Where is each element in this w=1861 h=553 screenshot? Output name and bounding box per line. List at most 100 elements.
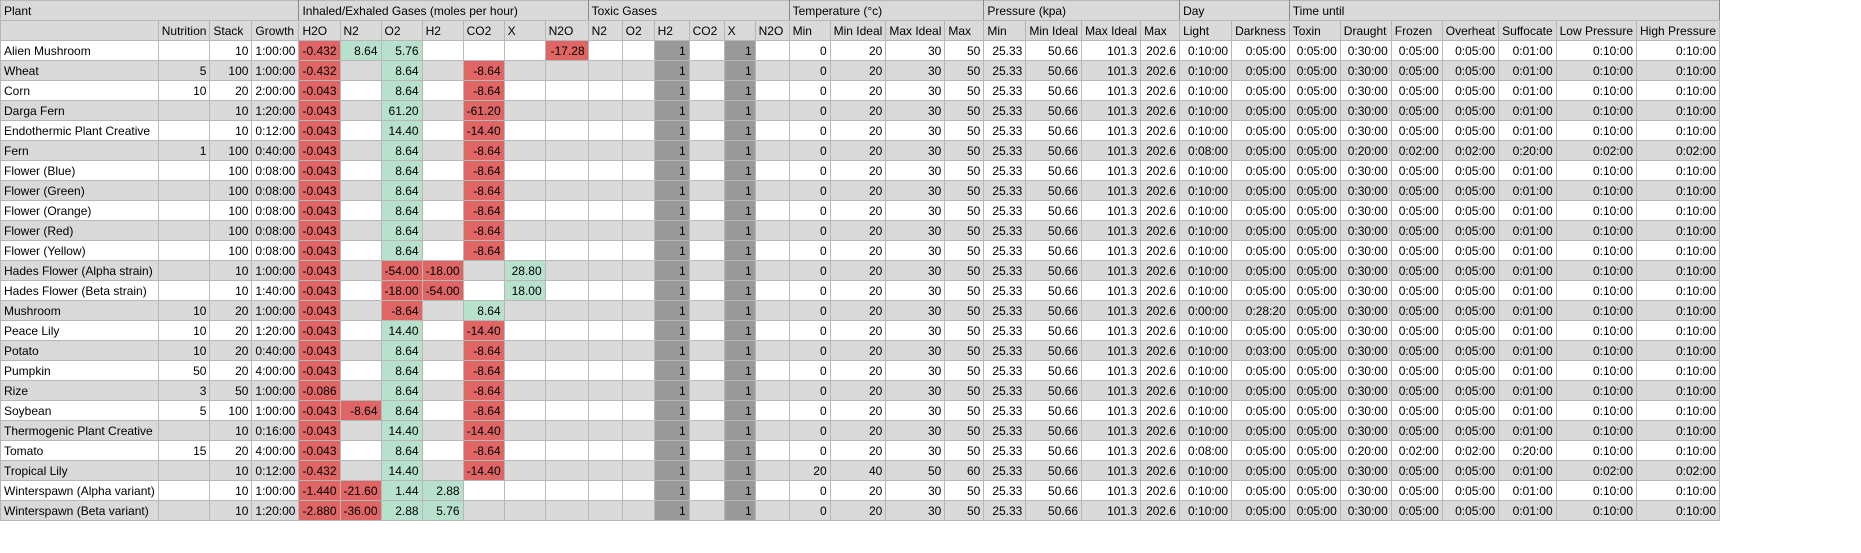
time-until-cell[interactable]: 0:10:00 — [1555, 220, 1638, 241]
temperature-cell[interactable]: 60 — [944, 460, 985, 481]
time-until-cell[interactable]: 0:30:00 — [1339, 40, 1392, 61]
growth-cell[interactable]: 1:00:00 — [251, 260, 300, 281]
gas-cell[interactable]: 8.64 — [380, 180, 423, 201]
toxic-cell[interactable] — [688, 40, 725, 61]
temperature-cell[interactable]: 20 — [788, 460, 831, 481]
toxic-cell[interactable]: 1 — [653, 200, 690, 221]
toxic-cell[interactable] — [754, 360, 790, 381]
time-until-cell[interactable]: 0:05:00 — [1441, 360, 1500, 381]
growth-cell[interactable]: 0:08:00 — [251, 180, 300, 201]
time-until-cell[interactable]: 0:10:00 — [1635, 480, 1721, 501]
gas-cell[interactable] — [503, 340, 546, 361]
toxic-cell[interactable]: 1 — [653, 80, 690, 101]
temperature-cell[interactable]: 30 — [885, 220, 946, 241]
pressure-cell[interactable]: 202.6 — [1140, 40, 1181, 61]
gas-cell[interactable]: -8.64 — [462, 360, 505, 381]
toxic-cell[interactable] — [688, 500, 725, 521]
temperature-cell[interactable]: 20 — [829, 380, 887, 401]
pressure-cell[interactable]: 50.66 — [1025, 460, 1083, 481]
time-until-cell[interactable]: 0:05:00 — [1441, 460, 1500, 481]
nutrition-cell[interactable] — [157, 460, 211, 481]
day-cell[interactable]: 0:05:00 — [1231, 200, 1290, 221]
column-header[interactable]: O2 — [380, 20, 423, 41]
time-until-cell[interactable]: 0:05:00 — [1288, 180, 1341, 201]
gas-cell[interactable]: 8.64 — [380, 200, 423, 221]
nutrition-cell[interactable]: 1 — [157, 140, 211, 161]
day-cell[interactable]: 0:10:00 — [1179, 200, 1233, 221]
gas-cell[interactable]: -0.043 — [298, 80, 341, 101]
day-cell[interactable]: 0:05:00 — [1231, 480, 1290, 501]
temperature-cell[interactable]: 50 — [944, 480, 985, 501]
toxic-cell[interactable]: 1 — [723, 340, 756, 361]
time-until-cell[interactable]: 0:30:00 — [1339, 400, 1392, 421]
gas-cell[interactable]: -8.64 — [462, 380, 505, 401]
day-cell[interactable]: 0:10:00 — [1179, 500, 1233, 521]
group-header-gases[interactable]: Inhaled/Exhaled Gases (moles per hour) — [298, 0, 589, 21]
time-until-cell[interactable]: 0:10:00 — [1555, 300, 1638, 321]
pressure-cell[interactable]: 25.33 — [983, 260, 1027, 281]
column-header[interactable]: Max — [944, 20, 985, 41]
gas-cell[interactable] — [421, 40, 464, 61]
gas-cell[interactable] — [544, 340, 589, 361]
pressure-cell[interactable]: 202.6 — [1140, 460, 1181, 481]
day-cell[interactable]: 0:10:00 — [1179, 360, 1233, 381]
toxic-cell[interactable] — [621, 400, 655, 421]
temperature-cell[interactable]: 50 — [944, 80, 985, 101]
day-cell[interactable]: 0:00:00 — [1179, 300, 1233, 321]
group-header-time-until[interactable]: Time until — [1288, 0, 1721, 21]
growth-cell[interactable]: 1:20:00 — [251, 320, 300, 341]
pressure-cell[interactable]: 202.6 — [1140, 240, 1181, 261]
time-until-cell[interactable]: 0:10:00 — [1555, 260, 1638, 281]
gas-cell[interactable] — [339, 180, 382, 201]
gas-cell[interactable] — [339, 280, 382, 301]
growth-cell[interactable]: 1:40:00 — [251, 280, 300, 301]
gas-cell[interactable] — [339, 260, 382, 281]
time-until-cell[interactable]: 0:05:00 — [1288, 360, 1341, 381]
gas-cell[interactable]: 2.88 — [421, 480, 464, 501]
pressure-cell[interactable]: 202.6 — [1140, 100, 1181, 121]
temperature-cell[interactable]: 20 — [829, 340, 887, 361]
gas-cell[interactable] — [339, 60, 382, 81]
pressure-cell[interactable]: 25.33 — [983, 240, 1027, 261]
pressure-cell[interactable]: 202.6 — [1140, 160, 1181, 181]
day-cell[interactable]: 0:05:00 — [1231, 420, 1290, 441]
time-until-cell[interactable]: 0:30:00 — [1339, 220, 1392, 241]
gas-cell[interactable] — [544, 140, 589, 161]
time-until-cell[interactable]: 0:05:00 — [1441, 40, 1500, 61]
gas-cell[interactable] — [544, 60, 589, 81]
column-header[interactable]: Min — [983, 20, 1027, 41]
temperature-cell[interactable]: 0 — [788, 240, 831, 261]
pressure-cell[interactable]: 101.3 — [1081, 260, 1142, 281]
temperature-cell[interactable]: 20 — [829, 300, 887, 321]
pressure-cell[interactable]: 25.33 — [983, 400, 1027, 421]
toxic-cell[interactable] — [688, 400, 725, 421]
toxic-cell[interactable] — [754, 480, 790, 501]
toxic-cell[interactable] — [587, 220, 623, 241]
time-until-cell[interactable]: 0:10:00 — [1555, 40, 1638, 61]
temperature-cell[interactable]: 50 — [944, 380, 985, 401]
toxic-cell[interactable]: 1 — [723, 80, 756, 101]
gas-cell[interactable]: -8.64 — [462, 80, 505, 101]
pressure-cell[interactable]: 25.33 — [983, 360, 1027, 381]
temperature-cell[interactable]: 30 — [885, 440, 946, 461]
time-until-cell[interactable]: 0:01:00 — [1498, 100, 1557, 121]
gas-cell[interactable] — [421, 300, 464, 321]
day-cell[interactable]: 0:05:00 — [1231, 360, 1290, 381]
time-until-cell[interactable]: 0:05:00 — [1390, 220, 1443, 241]
plant-name-cell[interactable]: Soybean — [0, 400, 159, 421]
gas-cell[interactable] — [339, 340, 382, 361]
gas-cell[interactable]: -14.40 — [462, 460, 505, 481]
toxic-cell[interactable] — [754, 260, 790, 281]
toxic-cell[interactable] — [688, 180, 725, 201]
time-until-cell[interactable]: 0:01:00 — [1498, 40, 1557, 61]
growth-cell[interactable]: 1:20:00 — [251, 500, 300, 521]
time-until-cell[interactable]: 0:01:00 — [1498, 240, 1557, 261]
pressure-cell[interactable]: 25.33 — [983, 300, 1027, 321]
time-until-cell[interactable]: 0:10:00 — [1555, 440, 1638, 461]
pressure-cell[interactable]: 101.3 — [1081, 180, 1142, 201]
pressure-cell[interactable]: 50.66 — [1025, 180, 1083, 201]
toxic-cell[interactable]: 1 — [723, 440, 756, 461]
day-cell[interactable]: 0:05:00 — [1231, 240, 1290, 261]
toxic-cell[interactable] — [688, 420, 725, 441]
time-until-cell[interactable]: 0:01:00 — [1498, 160, 1557, 181]
